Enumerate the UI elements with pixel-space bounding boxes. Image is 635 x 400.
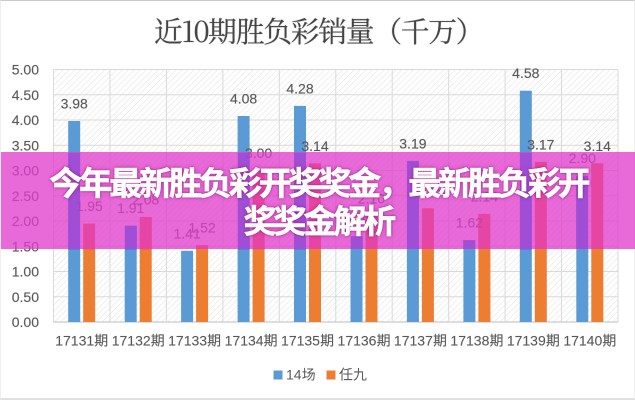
svg-text:1.00: 1.00 [12, 264, 39, 280]
svg-text:17134期: 17134期 [225, 333, 278, 349]
svg-text:0.00: 0.00 [12, 314, 39, 330]
svg-text:17139期: 17139期 [507, 333, 560, 349]
svg-text:3.19: 3.19 [399, 135, 426, 151]
svg-text:17137期: 17137期 [394, 333, 447, 349]
svg-text:17136期: 17136期 [338, 333, 391, 349]
svg-text:17135期: 17135期 [281, 333, 334, 349]
svg-text:17133期: 17133期 [168, 333, 221, 349]
svg-text:4.28: 4.28 [286, 80, 313, 96]
svg-text:17138期: 17138期 [450, 333, 503, 349]
svg-text:3.50: 3.50 [12, 137, 39, 153]
svg-text:3.14: 3.14 [584, 138, 611, 154]
svg-text:17140期: 17140期 [563, 333, 616, 349]
svg-text:4.00: 4.00 [12, 112, 39, 128]
svg-text:3.14: 3.14 [301, 138, 328, 154]
svg-text:4.08: 4.08 [230, 91, 257, 107]
svg-text:4.50: 4.50 [12, 87, 39, 103]
svg-text:4.58: 4.58 [512, 65, 539, 81]
svg-text:任九: 任九 [339, 367, 367, 383]
svg-text:17131期: 17131期 [55, 333, 108, 349]
svg-text:14场: 14场 [286, 367, 316, 383]
svg-text:3.17: 3.17 [527, 136, 554, 152]
svg-text:3.98: 3.98 [61, 96, 88, 112]
svg-text:0.50: 0.50 [12, 289, 39, 305]
svg-text:5.00: 5.00 [12, 62, 39, 78]
svg-text:17132期: 17132期 [112, 333, 165, 349]
